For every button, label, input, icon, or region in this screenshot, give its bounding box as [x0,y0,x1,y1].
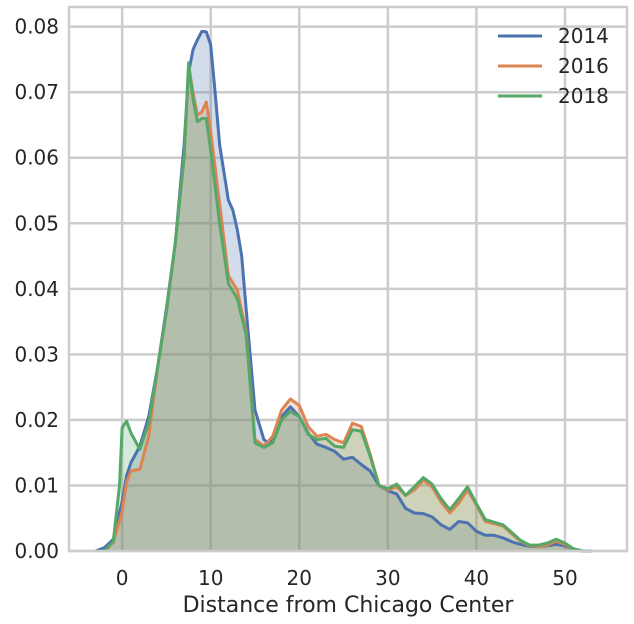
x-tick-label: 50 [552,566,577,590]
density-area-2014 [95,31,592,552]
y-tick-label: 0.05 [14,211,59,235]
y-tick-label: 0.00 [14,539,59,563]
y-tick-label: 0.01 [14,473,59,497]
plot-frame [67,5,629,553]
x-axis-label: Distance from Chicago Center [183,593,515,618]
y-axis-ticks: 0.00 0.01 0.02 0.03 0.04 0.05 0.06 0.07 0.08 [14,15,59,563]
legend-label-2014: 2014 [558,24,609,48]
x-tick-label: 40 [464,566,489,590]
y-tick-label: 0.08 [14,15,59,39]
grid [69,7,627,553]
y-tick-label: 0.03 [14,342,59,366]
x-tick-label: 0 [116,566,129,590]
density-areas [95,31,592,552]
x-tick-label: 20 [287,566,312,590]
density-line-2018 [103,61,584,553]
x-tick-label: 10 [198,566,223,590]
density-lines [95,29,592,553]
legend: 2014 2016 2018 [498,24,609,108]
x-tick-label: 30 [375,566,400,590]
density-area-2018 [104,62,583,551]
y-tick-label: 0.06 [14,146,59,170]
y-tick-label: 0.04 [14,277,59,301]
legend-label-2018: 2018 [558,84,609,108]
x-axis-ticks: 0 10 20 30 40 50 [116,566,578,590]
y-tick-label: 0.07 [14,80,59,104]
legend-label-2016: 2016 [558,54,609,78]
density-area-2016 [104,66,583,551]
y-tick-label: 0.02 [14,408,59,432]
